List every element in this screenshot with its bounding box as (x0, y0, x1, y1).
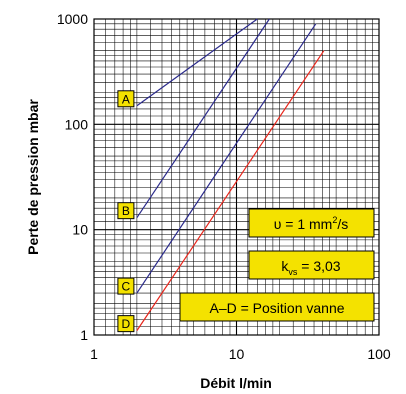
viscosity-sup: 2 (332, 215, 337, 225)
position-text: A–D = Position vanne (209, 300, 344, 316)
series-line-c (136, 23, 317, 294)
position-annotation: A–D = Position vanne (179, 292, 375, 322)
y-tick-label: 10 (72, 222, 88, 238)
x-tick-label: 10 (229, 346, 245, 362)
series-line-a (136, 18, 258, 107)
series-tag-d: D (122, 317, 131, 331)
series-tag-box-c (117, 277, 135, 295)
series-tag-b: B (122, 204, 130, 218)
series-tag-a: A (122, 92, 130, 106)
x-axis-title: Débit l/min (200, 375, 272, 391)
y-tick-label: 1 (80, 327, 88, 343)
kvs-box (248, 250, 375, 280)
series-tag-box-a (117, 90, 135, 108)
kvs-annotation: kvs = 3,03 (248, 250, 375, 280)
series-tag-box-b (117, 202, 135, 220)
x-tick-label: 100 (367, 346, 391, 362)
kvs-prefix: k (281, 258, 289, 274)
viscosity-prefix: υ = 1 mm (274, 216, 333, 232)
kvs-sub: vs (288, 267, 298, 277)
x-tick-label: 1 (90, 346, 98, 362)
plot-frame (93, 18, 380, 336)
series-tag-c: C (122, 280, 131, 294)
position-box (179, 292, 375, 322)
kvs-text: kvs = 3,03 (281, 258, 340, 277)
tick-labels: 1 10 100 1 10 100 1000 (57, 11, 391, 362)
viscosity-text: υ = 1 mm2/s (274, 215, 349, 232)
y-tick-label: 100 (65, 116, 89, 132)
series-tags: A B C D (117, 90, 135, 333)
viscosity-suffix: /s (337, 216, 348, 232)
viscosity-annotation: υ = 1 mm2/s (248, 208, 375, 238)
series-tag-box-d (117, 315, 135, 333)
series-group (136, 18, 325, 331)
series-line-d (136, 50, 325, 331)
kvs-suffix: = 3,03 (297, 258, 340, 274)
y-axis-title: Perte de pression mbar (25, 99, 41, 255)
viscosity-box (248, 208, 375, 238)
series-line-b (136, 18, 270, 218)
y-tick-label: 1000 (57, 11, 88, 27)
grid (94, 19, 379, 335)
